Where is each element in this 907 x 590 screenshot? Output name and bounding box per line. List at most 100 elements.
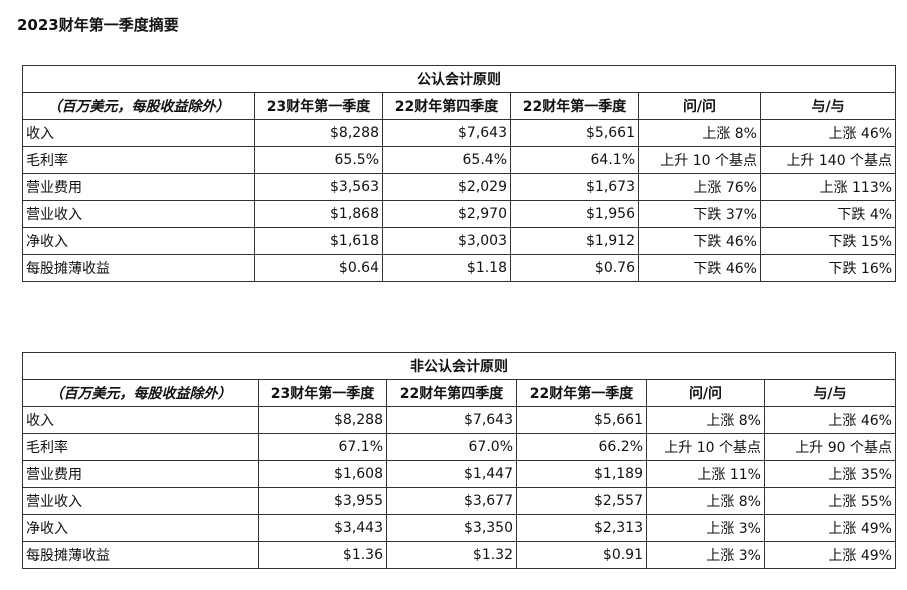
table-caption: 非公认会计原则: [22, 352, 896, 380]
column-header-q1fy23: 23财年第一季度: [258, 379, 387, 407]
table-row: 毛利率 65.5% 65.4% 64.1% 上升 10 个基点 上升 140 个…: [22, 146, 897, 174]
table-cell: 65.4%: [382, 146, 511, 174]
table-cell: 下跌 15%: [759, 227, 897, 255]
table-header-row: （百万美元，每股收益除外） 23财年第一季度 22财年第四季度 22财年第一季度…: [22, 379, 896, 407]
table-cell: 下跌 46%: [638, 227, 761, 255]
table-cell: 上涨 113%: [759, 173, 897, 201]
table-cell: $3,003: [382, 227, 511, 255]
table-cell: 65.5%: [254, 146, 383, 174]
table-cell: 下跌 46%: [638, 254, 761, 282]
table-cell: $1,868: [254, 200, 383, 228]
gaap-table: 公认会计原则 （百万美元，每股收益除外） 23财年第一季度 22财年第四季度 2…: [21, 65, 897, 282]
table-cell: $3,677: [386, 487, 517, 515]
table-header-row: （百万美元，每股收益除外） 23财年第一季度 22财年第四季度 22财年第一季度…: [22, 92, 897, 120]
table-cell: $2,029: [382, 173, 511, 201]
column-header-q1fy22: 22财年第一季度: [510, 92, 639, 120]
column-header-q1fy22: 22财年第一季度: [516, 379, 647, 407]
table-cell: 上升 10 个基点: [638, 146, 761, 174]
table-row: 营业收入 $3,955 $3,677 $2,557 上涨 8% 上涨 55%: [22, 487, 896, 515]
table-cell: $0.76: [510, 254, 639, 282]
table-cell: $8,288: [254, 119, 383, 147]
table-cell: 上涨 55%: [764, 487, 896, 515]
table-cell: $0.91: [516, 541, 647, 569]
row-label: 营业费用: [22, 460, 259, 488]
column-header-qoq: 问/问: [646, 379, 765, 407]
table-cell: $8,288: [258, 406, 387, 434]
table-cell: $1,608: [258, 460, 387, 488]
row-label: 收入: [22, 119, 255, 147]
table-cell: $1,912: [510, 227, 639, 255]
table-row: 营业费用 $3,563 $2,029 $1,673 上涨 76% 上涨 113%: [22, 173, 897, 201]
column-header-unit: （百万美元，每股收益除外）: [22, 92, 255, 120]
row-label: 收入: [22, 406, 259, 434]
column-header-unit: （百万美元，每股收益除外）: [22, 379, 259, 407]
table-cell: 66.2%: [516, 433, 647, 461]
table-cell: $3,563: [254, 173, 383, 201]
table-row: 每股摊薄收益 $1.36 $1.32 $0.91 上涨 3% 上涨 49%: [22, 541, 896, 569]
table-cell: 下跌 16%: [759, 254, 897, 282]
column-header-yoy: 与/与: [764, 379, 896, 407]
row-label: 营业收入: [22, 200, 255, 228]
row-label: 毛利率: [22, 146, 255, 174]
row-label: 净收入: [22, 227, 255, 255]
table-cell: $2,313: [516, 514, 647, 542]
table-row: 收入 $8,288 $7,643 $5,661 上涨 8% 上涨 46%: [22, 119, 897, 147]
table-cell: $1,618: [254, 227, 383, 255]
table-cell: $3,443: [258, 514, 387, 542]
table-cell: 上涨 49%: [764, 541, 896, 569]
table-row: 每股摊薄收益 $0.64 $1.18 $0.76 下跌 46% 下跌 16%: [22, 254, 897, 282]
table-cell: $5,661: [510, 119, 639, 147]
table-cell: $1,189: [516, 460, 647, 488]
column-header-q1fy23: 23财年第一季度: [254, 92, 383, 120]
table-cell: $1.36: [258, 541, 387, 569]
table-cell: 上涨 49%: [764, 514, 896, 542]
table-cell: 上涨 46%: [759, 119, 897, 147]
table-cell: 下跌 4%: [759, 200, 897, 228]
table-cell: 上涨 76%: [638, 173, 761, 201]
table-cell: $1,956: [510, 200, 639, 228]
non-gaap-table: 非公认会计原则 （百万美元，每股收益除外） 23财年第一季度 22财年第四季度 …: [22, 352, 896, 569]
row-label: 营业收入: [22, 487, 259, 515]
table-cell: 上升 90 个基点: [764, 433, 896, 461]
table-caption: 公认会计原则: [21, 65, 897, 93]
row-label: 净收入: [22, 514, 259, 542]
table-cell: $2,557: [516, 487, 647, 515]
table-cell: 上涨 3%: [646, 514, 765, 542]
row-label: 毛利率: [22, 433, 259, 461]
table-cell: $3,955: [258, 487, 387, 515]
table-cell: $0.64: [254, 254, 383, 282]
table-row: 收入 $8,288 $7,643 $5,661 上涨 8% 上涨 46%: [22, 406, 896, 434]
table-cell: 下跌 37%: [638, 200, 761, 228]
column-header-qoq: 问/问: [638, 92, 761, 120]
table-row: 毛利率 67.1% 67.0% 66.2% 上升 10 个基点 上升 90 个基…: [22, 433, 896, 461]
table-cell: $7,643: [382, 119, 511, 147]
table-cell: $1,673: [510, 173, 639, 201]
table-cell: 上涨 11%: [646, 460, 765, 488]
table-cell: 上涨 8%: [638, 119, 761, 147]
table-cell: $7,643: [386, 406, 517, 434]
column-header-q4fy22: 22财年第四季度: [386, 379, 517, 407]
table-cell: 64.1%: [510, 146, 639, 174]
table-cell: 67.0%: [386, 433, 517, 461]
table-cell: 67.1%: [258, 433, 387, 461]
row-label: 每股摊薄收益: [22, 254, 255, 282]
table-cell: $2,970: [382, 200, 511, 228]
table-cell: $1.18: [382, 254, 511, 282]
table-cell: 上涨 3%: [646, 541, 765, 569]
column-header-yoy: 与/与: [759, 92, 897, 120]
table-cell: $1.32: [386, 541, 517, 569]
table-cell: $1,447: [386, 460, 517, 488]
table-cell: 上升 140 个基点: [759, 146, 897, 174]
column-header-q4fy22: 22财年第四季度: [382, 92, 511, 120]
row-label: 营业费用: [22, 173, 255, 201]
table-row: 营业收入 $1,868 $2,970 $1,956 下跌 37% 下跌 4%: [22, 200, 897, 228]
row-label: 每股摊薄收益: [22, 541, 259, 569]
table-cell: 上涨 8%: [646, 406, 765, 434]
table-cell: $3,350: [386, 514, 517, 542]
table-cell: 上涨 8%: [646, 487, 765, 515]
table-caption-row: 非公认会计原则: [22, 352, 896, 380]
table-row: 营业费用 $1,608 $1,447 $1,189 上涨 11% 上涨 35%: [22, 460, 896, 488]
table-row: 净收入 $3,443 $3,350 $2,313 上涨 3% 上涨 49%: [22, 514, 896, 542]
table-cell: $5,661: [516, 406, 647, 434]
table-cell: 上涨 46%: [764, 406, 896, 434]
